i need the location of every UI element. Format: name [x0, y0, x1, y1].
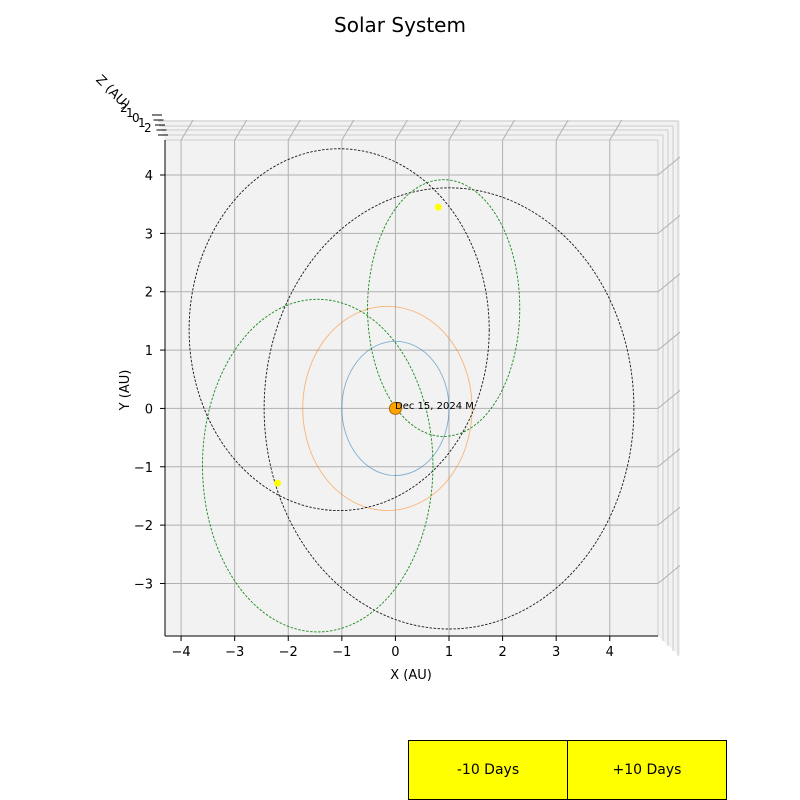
y-tick-label: −1 — [134, 461, 153, 476]
axes — [152, 114, 658, 641]
bodies — [274, 203, 442, 487]
y-grid-line-depth — [657, 448, 681, 468]
grid-lines — [165, 119, 681, 636]
x-grid-line-depth — [341, 119, 355, 141]
orbits — [188, 148, 635, 633]
orbit-path-2 — [302, 305, 473, 511]
x-tick-label: 1 — [445, 645, 453, 660]
x-tick-label: 3 — [552, 645, 560, 660]
x-tick-label: 2 — [498, 645, 506, 660]
x-grid-line-depth — [287, 119, 301, 141]
z-tick-label: 2 — [120, 101, 128, 115]
date-label: Dec 15, 2024 M — [395, 401, 474, 412]
minus-10-days-button[interactable]: -10 Days — [408, 740, 568, 800]
y-grid-line-depth — [657, 331, 681, 351]
x-grid-line-depth — [609, 119, 623, 141]
x-tick-label: 0 — [391, 645, 399, 660]
x-grid-line-depth — [502, 119, 516, 141]
x-tick-label: −1 — [332, 645, 351, 660]
y-tick-label: −3 — [134, 577, 153, 592]
body-marker-1 — [434, 203, 442, 211]
y-tick-label: 1 — [145, 344, 153, 359]
sun-marker — [388, 401, 402, 415]
z-tick-label: 0 — [132, 111, 140, 125]
y-grid-line-depth — [657, 565, 681, 584]
z-tick-label: 2 — [144, 121, 152, 135]
y-axis-label: Y (AU) — [118, 370, 133, 412]
y-tick-label: 3 — [145, 227, 153, 242]
orbit-path-4 — [263, 187, 635, 630]
y-grid-line-depth — [657, 214, 681, 234]
orbit-path-3 — [188, 148, 490, 511]
y-tick-label: 0 — [145, 402, 153, 417]
chart-title: Solar System — [334, 13, 466, 37]
body-marker-2 — [274, 479, 282, 487]
orbit-path-5 — [367, 179, 521, 437]
plus-10-days-button[interactable]: +10 Days — [567, 740, 727, 800]
z-tick-label: 1 — [138, 116, 146, 130]
x-grid-line-depth — [448, 119, 462, 141]
y-tick-label: −2 — [134, 519, 153, 534]
y-grid-line-depth — [657, 273, 681, 293]
y-grid-line-depth — [657, 506, 681, 526]
y-tick-label: 2 — [145, 286, 153, 301]
x-tick-label: −4 — [171, 645, 190, 660]
x-grid-line-depth — [180, 119, 194, 141]
y-tick-label: 4 — [145, 169, 153, 184]
x-grid-line-depth — [234, 119, 248, 141]
y-grid-line-depth — [657, 156, 681, 176]
x-tick-label: −3 — [225, 645, 244, 660]
x-tick-label: 4 — [606, 645, 614, 660]
z-tick-label: 1 — [126, 106, 134, 120]
x-axis-label: X (AU) — [390, 668, 432, 683]
x-grid-line-depth — [555, 119, 569, 141]
axes-pane — [158, 120, 680, 656]
x-tick-label: −2 — [279, 645, 298, 660]
x-grid-line-depth — [394, 119, 408, 141]
orbit-path-6 — [202, 298, 434, 633]
y-grid-line-depth — [657, 390, 681, 409]
orbit-path-1 — [341, 340, 450, 476]
